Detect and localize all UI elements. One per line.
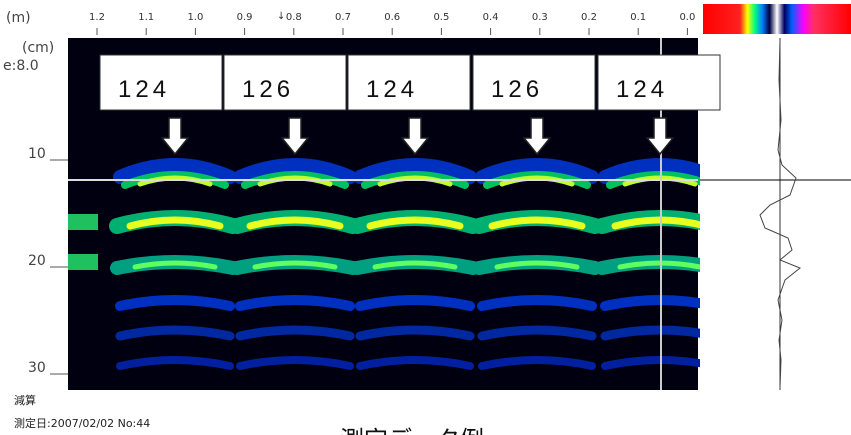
reflection bbox=[353, 158, 477, 184]
arrow bbox=[522, 117, 552, 156]
reflection bbox=[137, 175, 213, 187]
top-tick-label: 0.7 bbox=[335, 12, 351, 23]
top-tick-label: 1.0 bbox=[187, 12, 203, 23]
top-tick-label: 0.4 bbox=[483, 12, 499, 23]
depth-label: 30 bbox=[28, 360, 46, 376]
reflection bbox=[478, 356, 596, 370]
reflection bbox=[488, 216, 586, 230]
depth-label: 20 bbox=[28, 253, 46, 269]
reflection bbox=[115, 325, 235, 341]
reflection bbox=[233, 158, 357, 184]
reflection bbox=[121, 171, 229, 189]
reflection bbox=[377, 175, 453, 187]
rebar-label: 124 bbox=[366, 76, 418, 103]
rebar-label: 126 bbox=[491, 76, 543, 103]
top-tick-label: 0.8 bbox=[286, 12, 302, 23]
top-tick-label: 0.0 bbox=[679, 12, 695, 23]
top-tick-label: 0.5 bbox=[433, 12, 449, 23]
rebar-box bbox=[223, 54, 347, 111]
waveform bbox=[759, 39, 801, 389]
reflection bbox=[113, 158, 237, 184]
top-tick-label: 0.9 bbox=[237, 12, 253, 23]
top-tick-label: 0.2 bbox=[581, 12, 597, 23]
reflection bbox=[235, 295, 355, 311]
meta: 測定日:2007/02/02 No:44 bbox=[14, 416, 150, 430]
caption: 測定データ例 bbox=[340, 426, 484, 435]
unit-cm: (cm) bbox=[22, 40, 54, 56]
reflection bbox=[252, 260, 338, 270]
reflection bbox=[475, 158, 599, 184]
reflection bbox=[361, 171, 469, 189]
arrow bbox=[280, 117, 310, 156]
rebar-label: 124 bbox=[118, 76, 170, 103]
reflection bbox=[236, 356, 354, 370]
reflection bbox=[68, 254, 98, 270]
top-tick-label: 0.1 bbox=[630, 12, 646, 23]
rebar-label: 124 bbox=[616, 76, 668, 103]
top-tick-label: 0.6 bbox=[384, 12, 400, 23]
reflection bbox=[241, 171, 349, 189]
reflection bbox=[116, 356, 234, 370]
reflection bbox=[356, 356, 474, 370]
top-tick-label: 1.1 bbox=[138, 12, 154, 23]
reflection bbox=[132, 260, 218, 270]
reflection bbox=[477, 325, 597, 341]
arrow bbox=[645, 117, 675, 156]
depth-label: 10 bbox=[28, 146, 46, 162]
rebar-box bbox=[472, 54, 596, 111]
reflection bbox=[477, 295, 597, 311]
reflection bbox=[126, 216, 224, 230]
reflection bbox=[257, 175, 333, 187]
reflection bbox=[246, 216, 344, 230]
reflection bbox=[372, 260, 458, 270]
color-bar bbox=[703, 4, 851, 34]
marker: ↓ bbox=[277, 11, 285, 22]
arrow bbox=[160, 117, 190, 156]
rebar-box bbox=[347, 54, 471, 111]
reflection bbox=[115, 295, 235, 311]
reflection bbox=[483, 171, 591, 189]
rebar-label: 126 bbox=[242, 76, 294, 103]
waveform-panel bbox=[700, 38, 851, 390]
reflection bbox=[494, 260, 580, 270]
top-tick-label: 1.2 bbox=[89, 12, 105, 23]
reflection bbox=[499, 175, 575, 187]
unit-m: (m) bbox=[6, 10, 31, 26]
reflection bbox=[355, 295, 475, 311]
mode: 減算 bbox=[14, 393, 36, 407]
arrow bbox=[400, 117, 430, 156]
reflection bbox=[68, 214, 98, 230]
top-tick-label: 0.3 bbox=[532, 12, 548, 23]
rebar-box bbox=[99, 54, 223, 111]
reflection bbox=[355, 325, 475, 341]
permittivity: e:8.0 bbox=[3, 58, 39, 74]
rebar-box bbox=[597, 54, 721, 111]
reflection bbox=[235, 325, 355, 341]
reflection bbox=[366, 216, 464, 230]
